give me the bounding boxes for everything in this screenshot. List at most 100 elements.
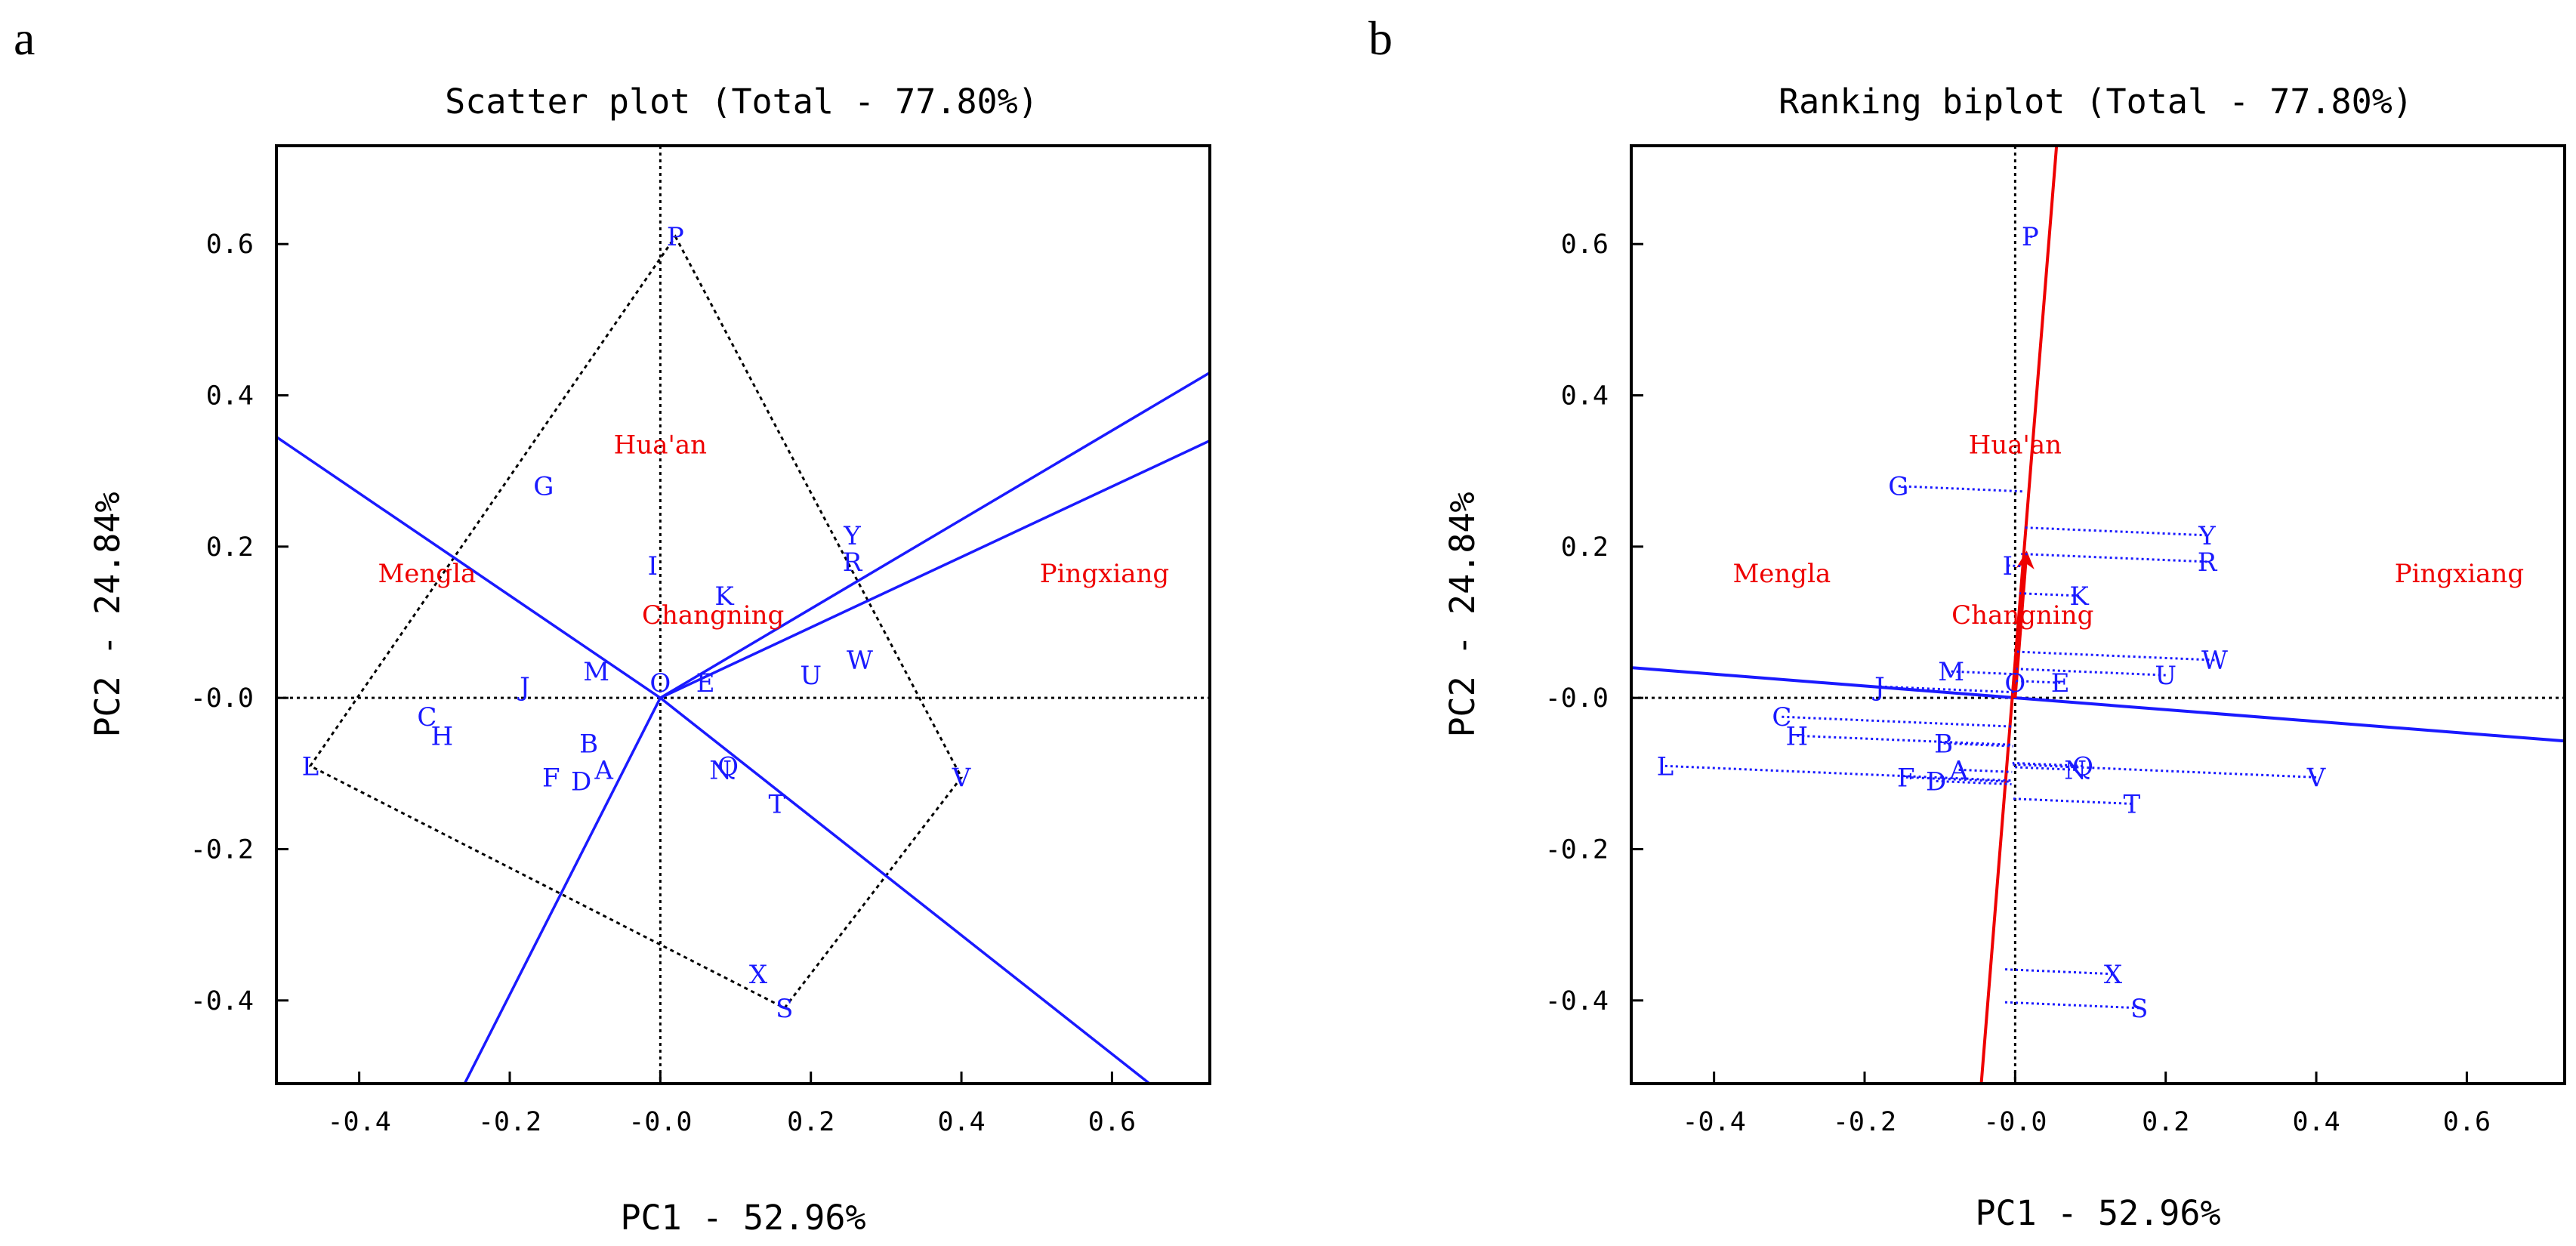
genotype-N: N [709, 755, 732, 785]
projection-line [1958, 768, 2013, 773]
environment-label: Mengla [378, 559, 476, 589]
projection-line [2012, 763, 2317, 779]
projection-line [1898, 485, 2024, 493]
x-tick-label: 0.4 [937, 1107, 985, 1137]
genotype-J: J [517, 672, 530, 702]
panel-b-ticks: -0.4 -0.2 -0.0 0.2 0.4 0.6 -0.4 -0.2 -0.0 0.2 0.4 0… [1545, 230, 2491, 1137]
projection-line [1951, 670, 2016, 676]
genotype-L: L [1657, 751, 1674, 782]
genotype-V: V [952, 763, 972, 793]
environment-label: Pingxiang [1040, 559, 1169, 589]
panel-a-plot-area: AB C D E F G H I J K L M N O P Q R S T U V W X Y Hua'an Mengla Cha… [276, 146, 1210, 1084]
x-tick-label: 0.6 [1088, 1107, 1136, 1137]
genotype-U: U [2155, 661, 2176, 691]
genotype-H: H [1785, 721, 1808, 751]
genotype-K: K [714, 581, 734, 612]
genotype-C: C [417, 702, 437, 732]
projection-line [2016, 680, 2061, 684]
x-tick-label: -0.4 [1682, 1107, 1745, 1137]
genotype-I: I [648, 551, 658, 581]
genotype-E: E [2051, 668, 2070, 699]
projection-line [1936, 779, 2012, 786]
y-tick-label: 0.2 [1561, 532, 1609, 563]
genotype-N: N [2064, 755, 2087, 785]
environment-label: Pingxiang [2395, 559, 2524, 589]
environment-label: Hua'an [1969, 430, 2062, 461]
x-tick-label: -0.4 [327, 1107, 390, 1137]
sector-ray-5 [659, 439, 1210, 699]
aec-ordinate-line [1631, 666, 2565, 743]
sector-ray-4 [659, 371, 1210, 699]
genotype-X: X [2104, 960, 2123, 990]
projection-line [2022, 526, 2207, 537]
projection-line [2002, 1001, 2139, 1010]
y-tick-label: 0.2 [206, 532, 254, 563]
panel-b-y-axis-label: PC2 - 24.84% [1442, 492, 1482, 737]
panel-a-scatter-plot: a Scatter plot (Total - 77.80%) AB C D E F G H… [14, 11, 1211, 1238]
projection-line [1879, 685, 2016, 694]
genotype-K: K [2069, 581, 2089, 612]
genotype-W: W [2201, 646, 2228, 676]
panel-a-letter: a [14, 11, 35, 65]
genotype-S: S [776, 994, 793, 1024]
y-tick-label: -0.4 [190, 986, 254, 1016]
genotype-L: L [302, 751, 319, 782]
projection-line [2021, 553, 2207, 563]
genotype-X: X [749, 960, 768, 990]
genotype-I: I [2003, 551, 2013, 581]
genotype-Y: Y [843, 521, 861, 551]
genotype-V: V [2306, 763, 2327, 793]
x-tick-label: -0.0 [1983, 1107, 2047, 1137]
genotype-B: B [1934, 729, 1953, 759]
y-tick-label: 0.6 [206, 230, 254, 260]
panel-a-frame [275, 144, 1211, 1085]
x-tick-label: 0.2 [787, 1107, 835, 1137]
genotype-A: A [1948, 755, 1968, 785]
sector-ray-3 [463, 697, 662, 1084]
genotype-S: S [2130, 994, 2148, 1024]
y-tick-label: 0.4 [206, 381, 254, 412]
genotype-F: F [1897, 763, 1915, 793]
genotype-T: T [2124, 789, 2141, 819]
panel-a-y-axis-label: PC2 - 24.84% [88, 492, 128, 737]
genotype-Y: Y [2198, 521, 2216, 551]
projection-line [1905, 776, 2012, 783]
panel-b-ranking-biplot: b Ranking biplot (Total - 77.80%) AB C D E F… [1368, 11, 2566, 1233]
panel-b-letter: b [1368, 11, 1393, 65]
genotype-D: D [571, 766, 591, 797]
panel-a-x-axis-label: PC1 - 52.96% [620, 1198, 865, 1238]
genotype-M: M [1938, 657, 1964, 687]
projection-line [2010, 797, 2132, 805]
aec-arrow [2013, 551, 2035, 699]
projection-line [1797, 734, 2013, 746]
environment-label: Changning [1951, 600, 2093, 631]
environment-label: Mengla [1732, 559, 1831, 589]
y-tick-label: -0.2 [190, 835, 254, 865]
x-tick-label: 0.2 [2142, 1107, 2189, 1137]
x-tick-label: -0.0 [628, 1107, 692, 1137]
genotype-T: T [769, 789, 786, 819]
genotype-H: H [430, 721, 453, 751]
projection-line [1782, 715, 2014, 728]
sector-ray-2 [659, 696, 1151, 1084]
panel-a-ticks: -0.4 -0.2 -0.0 0.2 0.4 0.6 -0.4 -0.2 -0.0 0.2 0.4 0… [190, 230, 1136, 1137]
genotype-U: U [800, 661, 822, 691]
projection-line [2004, 968, 2113, 976]
y-tick-label: -0.2 [1545, 835, 1609, 865]
genotype-P: P [2022, 222, 2039, 252]
x-tick-label: 0.6 [2443, 1107, 2491, 1137]
genotype-Q: Q [717, 751, 739, 782]
genotype-W: W [847, 646, 873, 676]
genotype-E: E [696, 668, 715, 699]
genotype-Q: Q [2072, 751, 2093, 782]
x-tick-label: -0.2 [478, 1107, 541, 1137]
genotype-R: R [843, 547, 863, 578]
y-tick-label: -0.0 [190, 683, 254, 714]
panel-b-plot-area: AB C D E F G H I J K L M N O P Q R S T U V W X Y Hua'an Mengla Cha… [1631, 146, 2565, 1084]
panel-b-title: Ranking biplot (Total - 77.80%) [1779, 82, 2413, 122]
environment-label: Hua'an [614, 430, 707, 461]
panel-b-x-axis-label: PC1 - 52.96% [1975, 1193, 2220, 1233]
x-tick-label: 0.4 [2292, 1107, 2340, 1137]
projection-line [2012, 761, 2084, 767]
